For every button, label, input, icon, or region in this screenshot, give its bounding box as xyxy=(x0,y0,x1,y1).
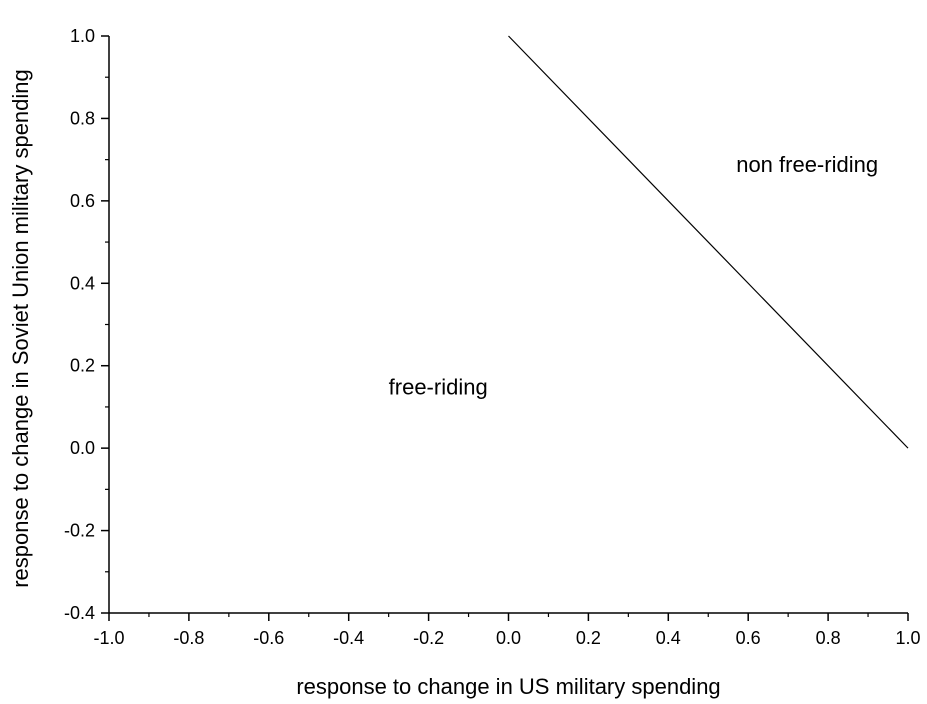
y-tick-label: 0.6 xyxy=(70,191,95,211)
y-tick-label: -0.2 xyxy=(64,521,95,541)
ticks: -1.0 -0.8 -0.6 -0.4 -0.2 0.0 0.2 0.4 0.6 0.8 1.0 -0… xyxy=(64,26,921,648)
x-tick-label: -1.0 xyxy=(93,628,124,648)
y-tick-label: 1.0 xyxy=(70,26,95,46)
region-annotation: non free-riding xyxy=(736,152,878,177)
x-tick-label: 0.2 xyxy=(576,628,601,648)
x-tick-label: 0.4 xyxy=(656,628,681,648)
y-tick-label: 0.8 xyxy=(70,108,95,128)
x-tick-label: 0.8 xyxy=(816,628,841,648)
x-tick-label: -0.4 xyxy=(333,628,364,648)
y-axis-label: response to change in Soviet Union milit… xyxy=(8,69,33,588)
y-tick-label: 0.4 xyxy=(70,273,95,293)
y-tick-label: 0.2 xyxy=(70,356,95,376)
x-tick-label: -0.8 xyxy=(173,628,204,648)
x-tick-label: 0.6 xyxy=(736,628,761,648)
x-axis-label: response to change in US military spendi… xyxy=(296,674,720,699)
y-tick-label: 0.0 xyxy=(70,438,95,458)
x-tick-label: -0.6 xyxy=(253,628,284,648)
x-tick-label: -0.2 xyxy=(413,628,444,648)
boundary-line xyxy=(508,35,909,449)
x-tick-label: 0.0 xyxy=(496,628,521,648)
annotations: free-riding non free-riding xyxy=(389,152,878,400)
region-annotation: free-riding xyxy=(389,375,488,400)
y-tick-label: -0.4 xyxy=(64,603,95,623)
series xyxy=(508,35,909,449)
x-tick-label: 1.0 xyxy=(895,628,920,648)
